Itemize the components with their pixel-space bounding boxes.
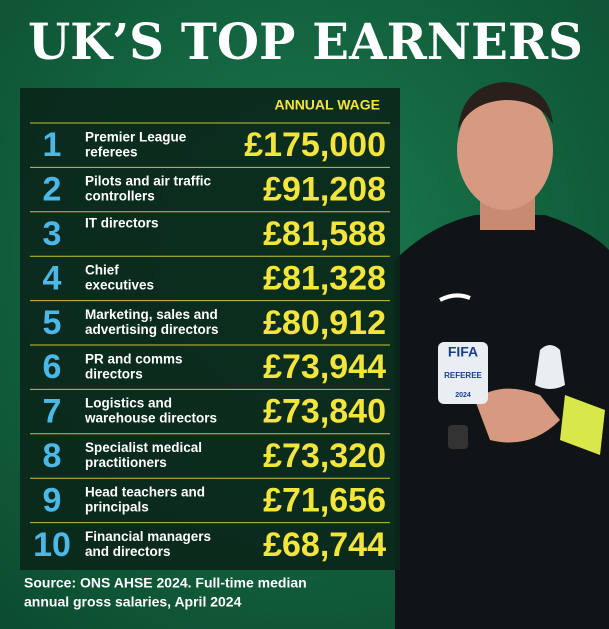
job-title: and directors <box>85 544 171 559</box>
wage: £73,320 <box>263 437 386 475</box>
rank: 6 <box>43 348 62 386</box>
wage: £175,000 <box>244 126 386 164</box>
rank: 9 <box>43 481 62 519</box>
rank: 7 <box>43 393 62 431</box>
job-title: directors <box>85 366 143 381</box>
job-title: Pilots and air traffic <box>85 174 212 189</box>
rank: 3 <box>43 215 62 253</box>
referee-photo <box>395 82 609 629</box>
wage: £81,588 <box>263 215 386 253</box>
rank: 1 <box>43 126 62 164</box>
badge-text: FIFA <box>448 344 478 360</box>
job-title: controllers <box>85 189 155 204</box>
wage: £71,656 <box>263 481 386 519</box>
rank: 5 <box>43 304 62 342</box>
job-title: warehouse directors <box>84 411 217 426</box>
wage: £80,912 <box>263 304 386 342</box>
badge-text: 2024 <box>455 392 471 399</box>
job-title: Premier League <box>85 129 187 144</box>
table-panel <box>20 88 400 570</box>
job-title: Logistics and <box>85 396 172 411</box>
job-title: Financial managers <box>85 529 211 544</box>
job-title: executives <box>85 277 154 292</box>
job-title: Specialist medical <box>85 440 202 455</box>
job-title: PR and comms <box>85 351 183 366</box>
job-title: Chief <box>85 262 119 277</box>
wage: £73,944 <box>263 348 386 386</box>
wage: £68,744 <box>263 526 386 564</box>
rank: 2 <box>43 171 62 209</box>
job-title: Head teachers and <box>85 484 205 499</box>
job-title: practitioners <box>85 455 167 470</box>
job-title: Marketing, sales and <box>85 307 218 322</box>
title: UK’S TOP EARNERS <box>28 12 583 71</box>
rank: 8 <box>43 437 62 475</box>
badge-text: REFEREE <box>444 371 482 380</box>
source: Source: ONS AHSE 2024. Full-time median <box>24 575 307 591</box>
job-title: referees <box>85 144 138 159</box>
source: annual gross salaries, April 2024 <box>24 594 242 610</box>
rank: 10 <box>33 526 71 564</box>
job-title: advertising directors <box>85 322 219 337</box>
wage: £81,328 <box>263 259 386 297</box>
wage: £73,840 <box>263 393 386 431</box>
column-header: ANNUAL WAGE <box>274 97 380 113</box>
wage: £91,208 <box>263 171 386 209</box>
job-title: IT directors <box>85 216 159 231</box>
job-title: principals <box>85 499 149 514</box>
rank: 4 <box>43 259 62 297</box>
